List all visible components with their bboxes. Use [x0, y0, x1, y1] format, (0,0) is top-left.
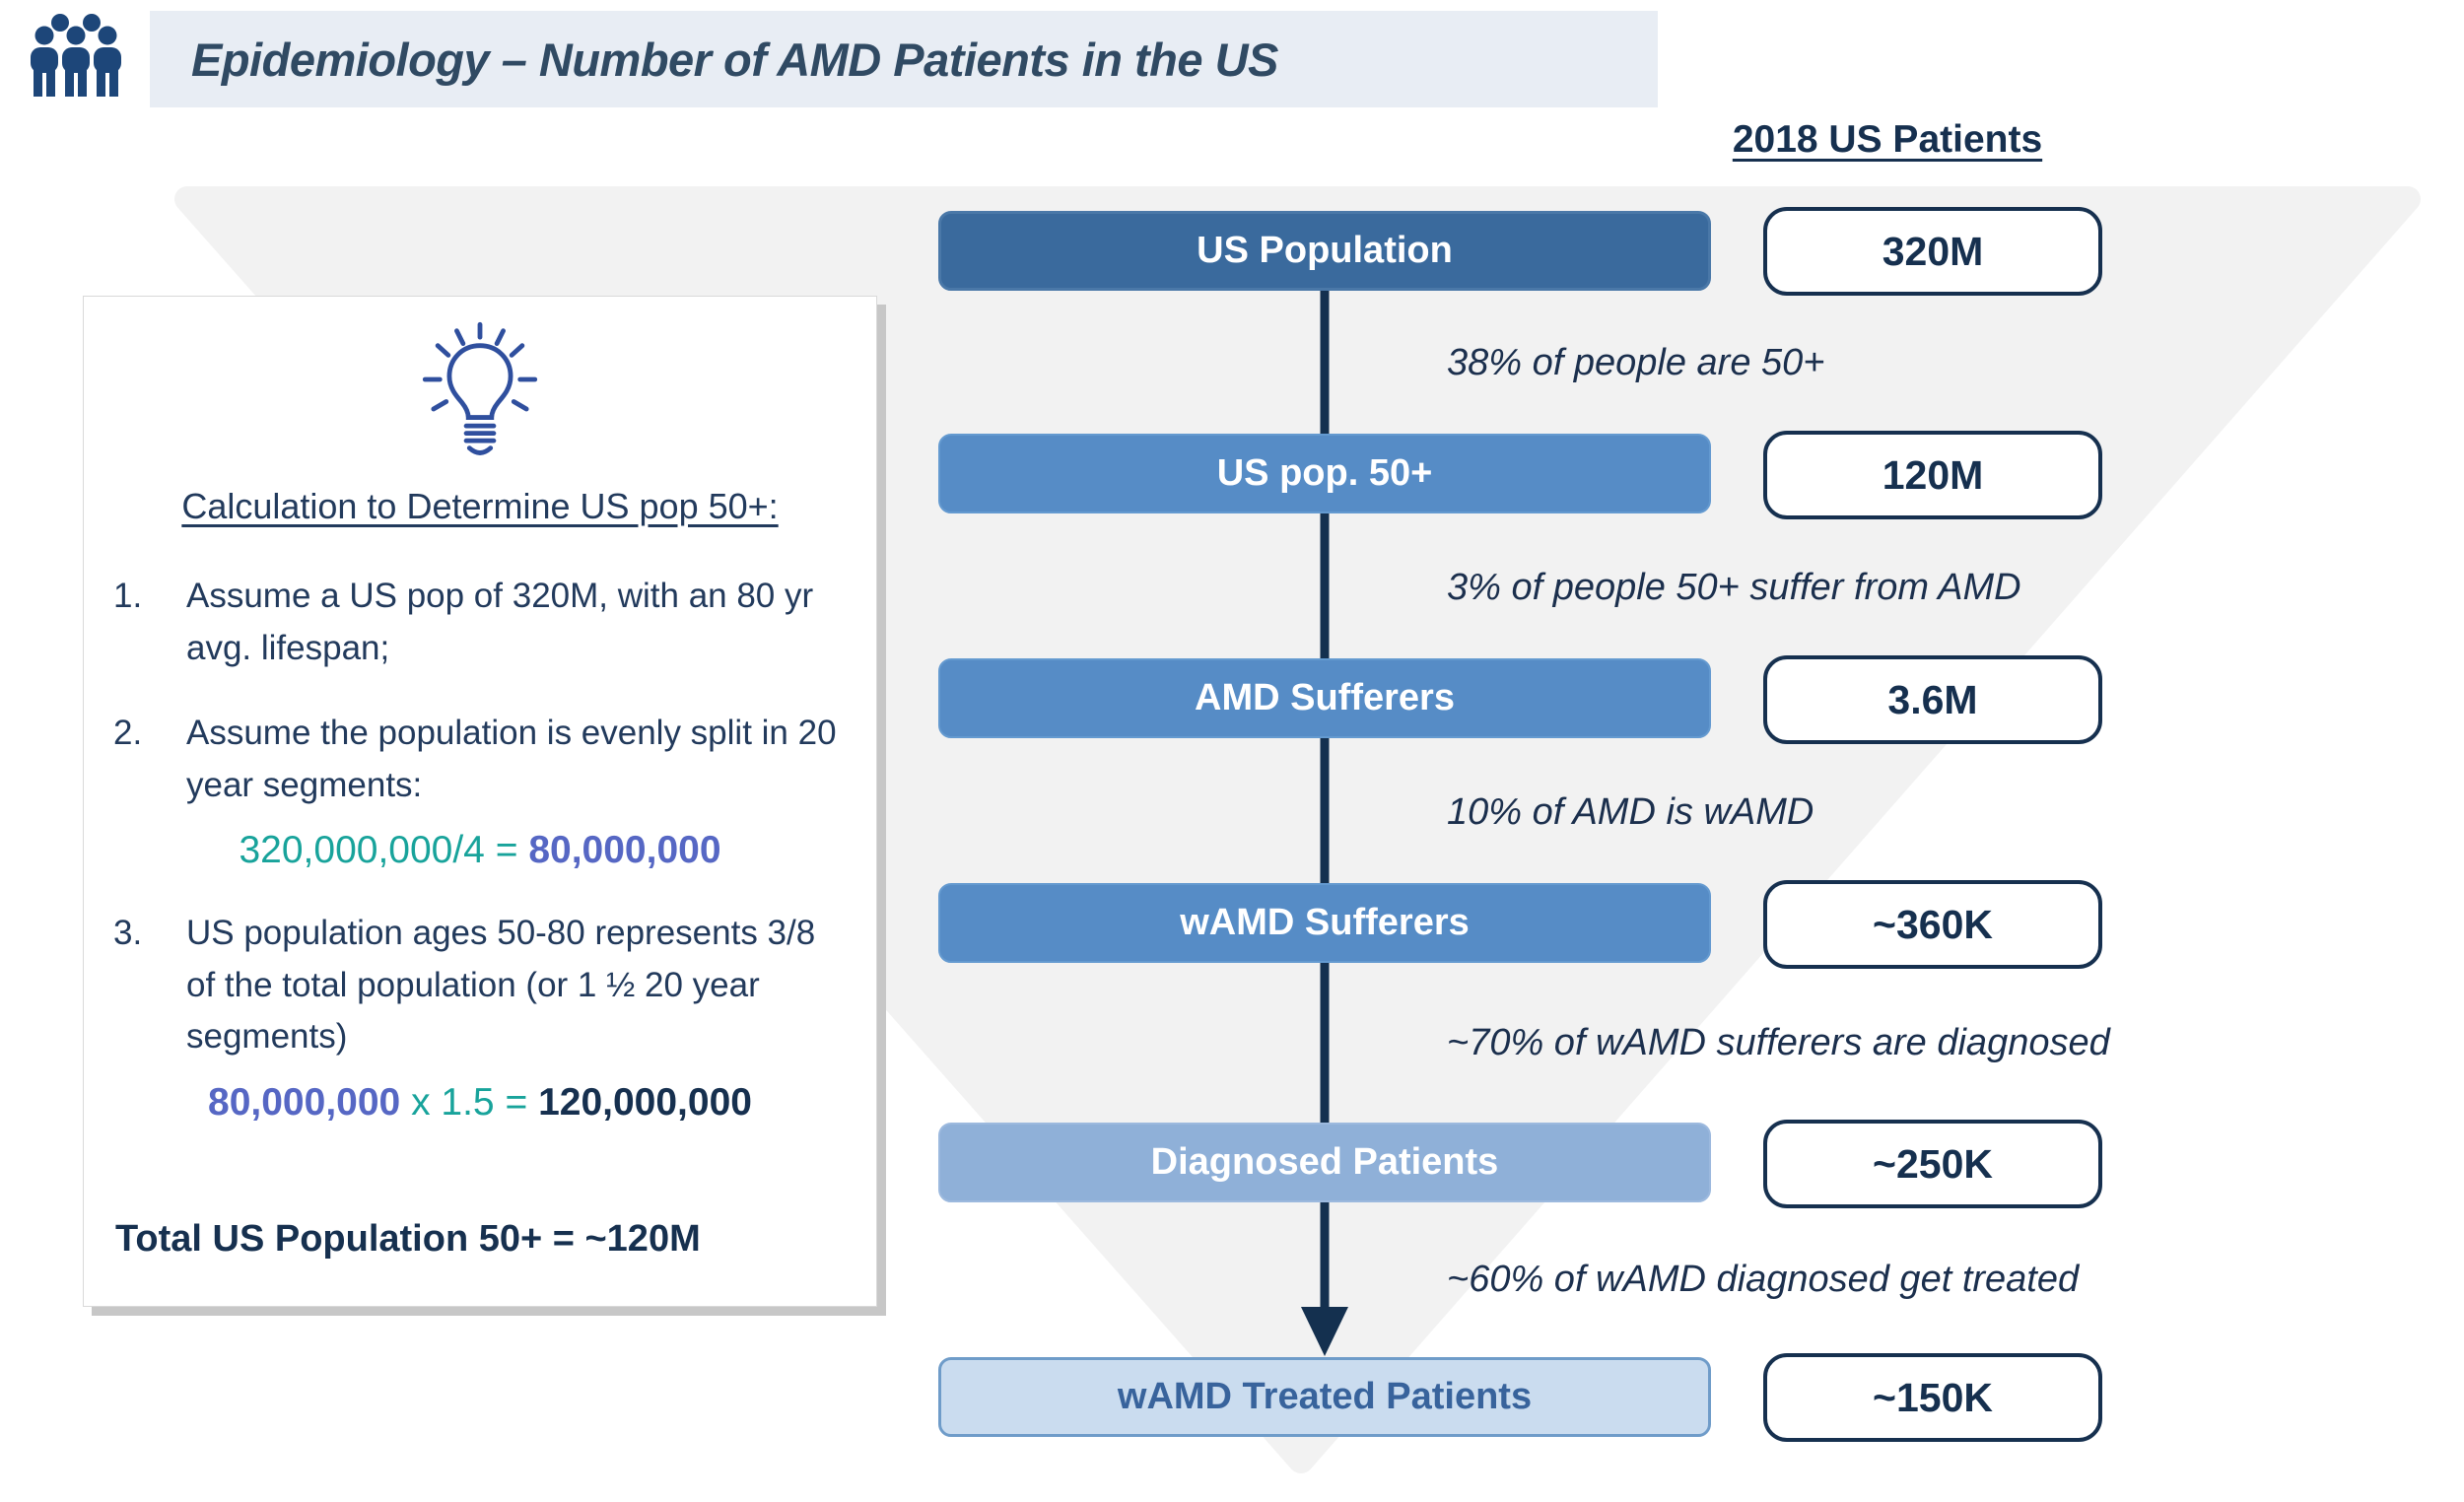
callout-total: Total US Population 50+ = ~120M — [115, 1218, 701, 1260]
value-box-wamd-sufferers: ~360K — [1763, 880, 2102, 969]
transition-label-5: ~60% of wAMD diagnosed get treated — [1447, 1259, 2080, 1300]
value-box-wamd-treated-patients: ~150K — [1763, 1353, 2102, 1442]
item-2-number: 2. — [113, 714, 143, 752]
item-3-text: US population ages 50-80 represents 3/8 … — [186, 914, 816, 1056]
item-1-number: 1. — [113, 577, 143, 615]
title-strip: Epidemiology – Number of AMD Patients in… — [150, 11, 1658, 107]
equation-1-op: = — [484, 829, 529, 871]
equation-2-op: x 1.5 = — [400, 1080, 539, 1124]
equation-2: 80,000,000 x 1.5 = 120,000,000 — [113, 1081, 847, 1125]
value-box-diagnosed-patients: ~250K — [1763, 1120, 2102, 1208]
funnel-bar-us-pop-50plus: US pop. 50+ — [938, 434, 1711, 513]
funnel-bar-wamd-sufferers: wAMD Sufferers — [938, 883, 1711, 963]
equation-1-result: 80,000,000 — [528, 829, 721, 871]
page-title: Epidemiology – Number of AMD Patients in… — [191, 33, 1278, 86]
value-box-us-population: 320M — [1763, 207, 2102, 296]
people-icon — [31, 14, 121, 97]
transition-label-3: 10% of AMD is wAMD — [1447, 791, 1814, 833]
calculation-callout: Calculation to Determine US pop 50+: 1. … — [83, 296, 877, 1307]
item-3-number: 3. — [113, 914, 143, 952]
callout-heading: Calculation to Determine US pop 50+: — [181, 486, 779, 526]
equation-1-lhs: 320,000,000/4 — [239, 829, 485, 871]
callout-item-3: 3. US population ages 50-80 represents 3… — [113, 908, 847, 1063]
funnel-bar-us-population: US Population — [938, 211, 1711, 291]
item-1-text: Assume a US pop of 320M, with an 80 yr a… — [186, 577, 814, 667]
equation-2-result: 120,000,000 — [538, 1080, 752, 1124]
equation-2-lhs: 80,000,000 — [208, 1080, 401, 1124]
transition-label-4: ~70% of wAMD sufferers are diagnosed — [1447, 1022, 2110, 1063]
value-box-us-pop-50plus: 120M — [1763, 431, 2102, 519]
transition-label-1: 38% of people are 50+ — [1447, 342, 1825, 383]
funnel-bar-amd-sufferers: AMD Sufferers — [938, 658, 1711, 738]
equation-1: 320,000,000/4 = 80,000,000 — [113, 829, 847, 872]
funnel-bar-wamd-treated-patients: wAMD Treated Patients — [938, 1357, 1711, 1437]
funnel-bar-diagnosed-patients: Diagnosed Patients — [938, 1123, 1711, 1202]
callout-item-2: 2. Assume the population is evenly split… — [113, 708, 847, 811]
value-box-amd-sufferers: 3.6M — [1763, 655, 2102, 744]
callout-item-1: 1. Assume a US pop of 320M, with an 80 y… — [113, 571, 847, 674]
transition-label-2: 3% of people 50+ suffer from AMD — [1447, 567, 2021, 608]
item-2-text: Assume the population is evenly split in… — [186, 714, 837, 804]
column-header: 2018 US Patients — [1732, 118, 2043, 161]
lightbulb-icon — [422, 321, 538, 455]
